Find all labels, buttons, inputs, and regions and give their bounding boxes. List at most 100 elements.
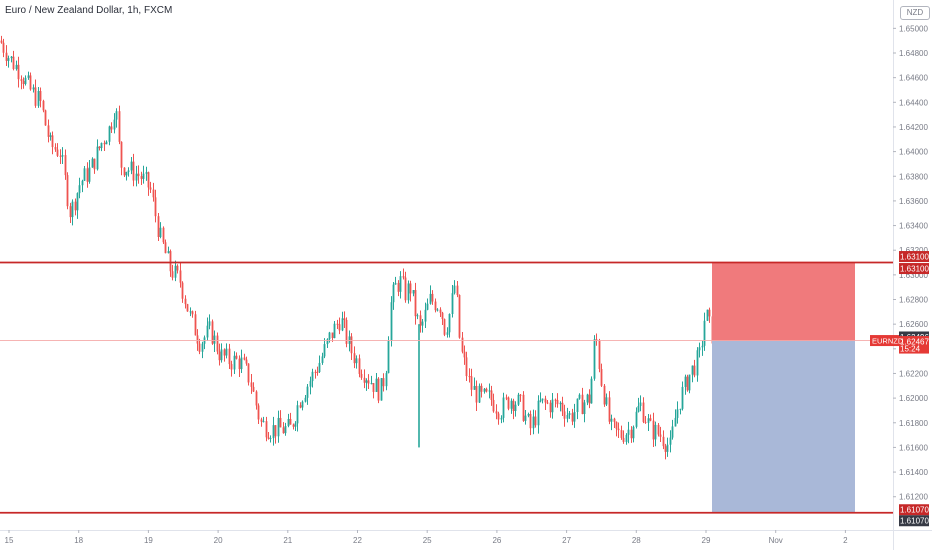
time-tick-label: 27 [562, 536, 571, 545]
candle-body [382, 378, 385, 387]
candle-body [688, 374, 691, 391]
take-profit-zone[interactable] [712, 340, 855, 513]
candle-body [554, 399, 557, 401]
candle-body [252, 386, 255, 392]
candle-body [64, 155, 67, 176]
candle-body [522, 394, 525, 421]
candle-body [130, 161, 133, 171]
candle-body [127, 170, 130, 172]
candle-body [380, 378, 383, 401]
stop-loss-zone[interactable] [712, 262, 855, 341]
candle-body [549, 402, 552, 413]
horizontal-levels[interactable] [0, 261, 893, 514]
candle-body [514, 404, 517, 412]
candle-body [208, 321, 211, 326]
candle-body [157, 216, 160, 237]
candle-body [637, 406, 640, 412]
candle-body [10, 56, 13, 59]
support-price-label-bg [899, 515, 929, 527]
candle-body [492, 399, 495, 412]
candle-body [586, 394, 589, 403]
price-axis[interactable]: 1.65000 1.64800 1.64600 1.64400 1.64200 1.640… [893, 0, 928, 550]
candle-body [559, 402, 562, 405]
candle-body [367, 380, 370, 384]
candle-body [517, 394, 520, 405]
position-zones[interactable] [712, 262, 855, 513]
candle-body [294, 423, 297, 427]
candle-body [441, 312, 444, 320]
candle-body [657, 424, 660, 435]
candle-body [659, 434, 662, 437]
price-tick-label: 1.61600 [899, 443, 928, 452]
candle-body [12, 56, 15, 70]
candle-body [74, 201, 77, 211]
candle-body [363, 377, 366, 383]
candle-body [456, 285, 459, 295]
candle-body [20, 79, 23, 82]
countdown-bg [899, 344, 929, 354]
candle-body [287, 418, 290, 427]
candle-body [600, 368, 603, 386]
candle-body [461, 337, 464, 352]
candle-body [262, 421, 265, 423]
candle-body [0, 40, 3, 43]
candle-body [480, 385, 483, 392]
candle-body [468, 376, 471, 378]
candle-body [662, 436, 665, 447]
candle-body [588, 394, 591, 404]
candle-body [436, 309, 439, 311]
candle-body [360, 373, 363, 378]
candle-body [652, 420, 655, 440]
candle-body [573, 411, 576, 422]
candle-body [647, 418, 650, 423]
candle-body [681, 386, 684, 409]
candle-body [693, 365, 696, 376]
candle-body [240, 357, 243, 370]
candle-body [316, 371, 319, 373]
candle-body [186, 304, 189, 312]
candle-body [551, 399, 554, 413]
candle-body [282, 427, 285, 434]
candle-body [233, 355, 236, 370]
candle-body [169, 251, 172, 272]
candle-body [632, 426, 635, 439]
price-tick-label: 1.62200 [899, 369, 928, 378]
candle-body [140, 176, 143, 179]
candle-body [532, 416, 535, 429]
time-axis[interactable]: 15 18 19 20 21 22 25 26 27 28 29 Nov 2 [0, 530, 932, 545]
candle-body [56, 149, 59, 156]
candle-body [257, 405, 260, 420]
candle-body [71, 201, 74, 218]
candle-body [61, 155, 64, 157]
candle-body [485, 388, 488, 392]
candle-body [686, 376, 689, 391]
candle-body [419, 315, 422, 326]
candle-body [7, 58, 10, 61]
candle-body [113, 119, 116, 130]
candle-body [627, 429, 630, 435]
stop-price-label: 1.63100 [900, 253, 929, 262]
time-tick-label: 29 [702, 536, 711, 545]
candle-body [502, 397, 505, 418]
candle-body [250, 382, 253, 387]
candle-body [32, 87, 35, 90]
candle-body [27, 75, 30, 78]
candle-body [691, 365, 694, 375]
candle-body [306, 386, 309, 398]
candle-body [615, 421, 618, 429]
candle-body [255, 391, 258, 406]
candle-body [387, 340, 390, 374]
candle-body [377, 378, 380, 401]
symbol-tag: EURNZD [872, 337, 904, 346]
candle-body [132, 161, 135, 181]
candle-body [110, 126, 113, 130]
candle-body [434, 301, 437, 311]
currency-button[interactable]: NZD [900, 6, 930, 20]
candle-body [439, 309, 442, 313]
candle-body [424, 309, 427, 322]
candle-body [123, 167, 126, 176]
candle-body [51, 135, 54, 148]
candle-body [426, 303, 429, 310]
candle-body [59, 155, 62, 157]
